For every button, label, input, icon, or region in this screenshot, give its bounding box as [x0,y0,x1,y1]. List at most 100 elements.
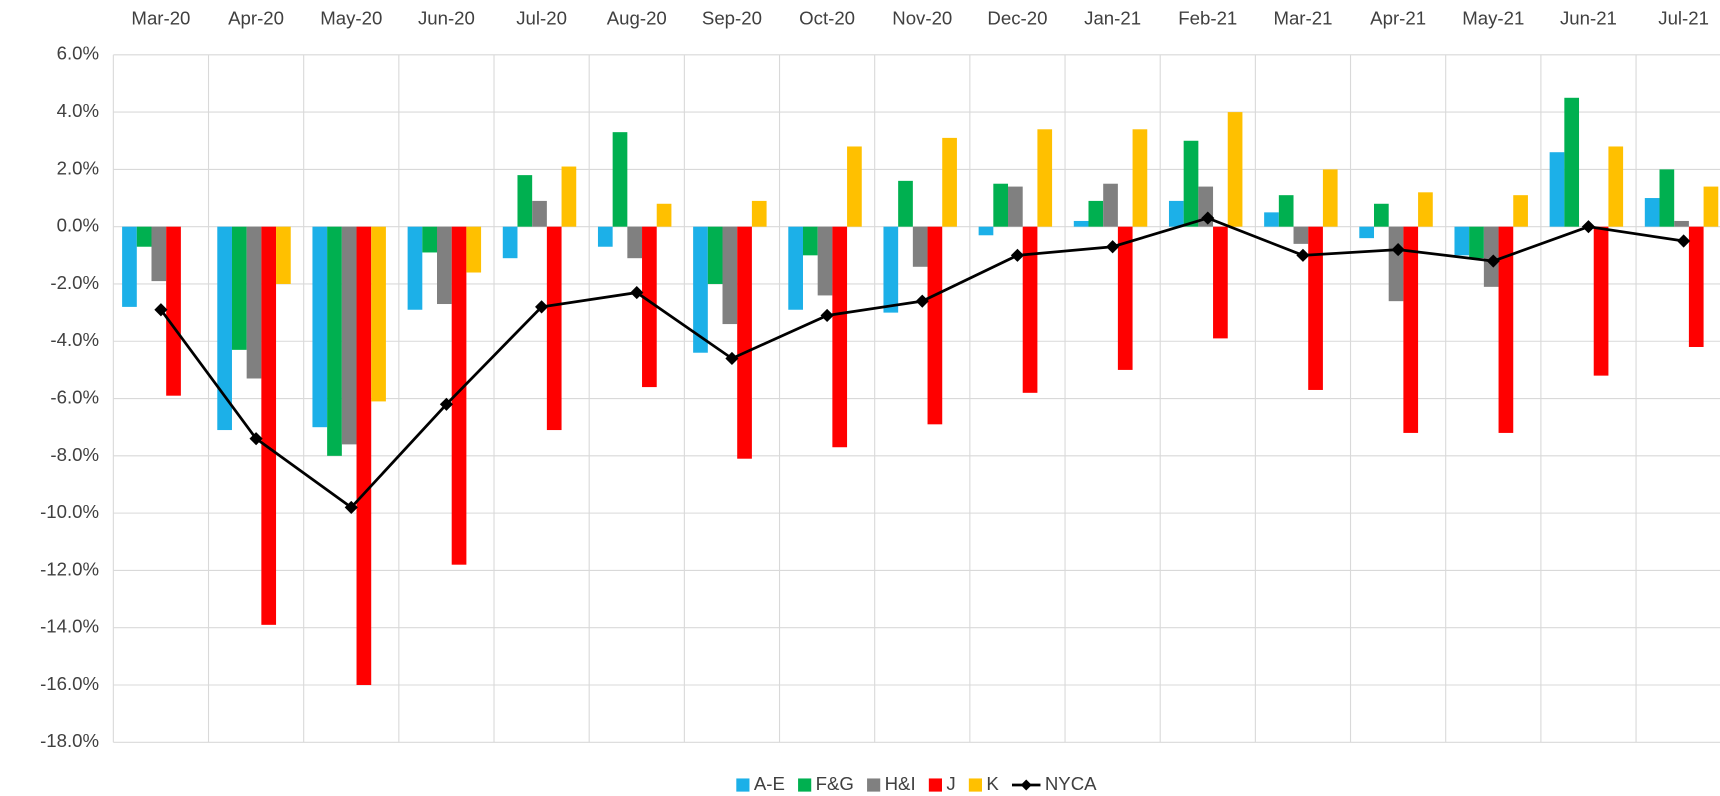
x-tick-label: Jul-20 [516,8,567,29]
bar [466,226,482,273]
bar [802,226,818,256]
bar [1278,195,1294,227]
y-tick-label: -14.0% [40,616,99,637]
bar [136,226,152,247]
bar [1513,195,1528,227]
x-tick-label: Jun-20 [418,8,475,29]
legend-label: F&G [816,773,854,794]
line-marker [630,285,644,300]
bar [451,226,467,565]
legend-label: NYCA [1045,773,1097,794]
y-tick-label: 4.0% [57,100,99,121]
legend-label: J [946,773,955,794]
x-tick-label: Oct-20 [799,8,855,29]
legend-marker [1020,779,1032,791]
x-tick-label: Sep-20 [702,8,762,29]
legend-swatch [736,778,750,792]
bar [942,137,957,227]
bar [1469,226,1484,259]
bar [356,226,372,685]
bar [1293,226,1309,244]
bar [1498,226,1514,433]
bar [371,226,386,402]
bar [1374,203,1389,227]
y-tick-label: -4.0% [50,329,99,350]
x-tick-label: Dec-20 [987,8,1047,29]
legend-label: A-E [754,773,785,794]
x-tick-label: Jun-21 [1560,8,1617,29]
line-marker [1486,254,1500,268]
y-tick-label: 2.0% [57,157,99,178]
bar [1674,220,1689,227]
bar [1264,212,1279,227]
bar [1037,129,1053,227]
bar [883,226,899,313]
bar [627,226,643,259]
bar [517,175,533,227]
x-tick-label: Feb-21 [1178,8,1237,29]
bar [1073,220,1089,227]
bar [1403,226,1419,433]
bar [788,226,803,310]
line-marker [1581,220,1596,234]
bar [751,200,767,227]
bar [341,226,357,445]
bar [642,226,657,388]
x-tick-label: Apr-20 [228,8,284,29]
x-tick-label: Apr-21 [1370,8,1426,29]
bar [1688,226,1704,347]
bar [1088,200,1104,227]
bar [832,226,848,448]
bar [1388,226,1404,302]
bar [327,226,342,456]
line-marker [1677,234,1691,248]
y-tick-label: -16.0% [40,673,99,694]
bar [1322,169,1338,227]
y-tick-label: 0.0% [57,215,99,236]
bar [1418,192,1433,227]
bar [1308,226,1323,390]
y-tick-label: -12.0% [40,558,99,579]
bar [978,226,994,236]
bar [898,180,913,227]
x-tick-label: May-21 [1462,8,1524,29]
y-tick-label: -6.0% [50,386,99,407]
bar [1183,140,1199,227]
bar [312,226,328,428]
legend-label: K [986,773,999,794]
bar [276,226,291,284]
bar [597,226,613,247]
y-tick-label: 6.0% [57,43,99,64]
bar [1168,200,1184,227]
bar [1103,183,1118,227]
bar [1659,169,1675,227]
bar [722,226,738,325]
legend-swatch [867,778,881,792]
bar [532,200,547,227]
line-marker [249,432,263,446]
bar [1549,152,1565,227]
x-tick-label: Jul-21 [1658,8,1709,29]
line-marker [915,294,929,308]
bar [122,226,137,307]
x-tick-label: Mar-20 [131,8,190,29]
bar [656,203,672,227]
bar [407,226,423,310]
line-marker [1296,248,1310,262]
bar [1564,97,1580,227]
bar [151,226,167,282]
line-marker [154,303,168,317]
bar [1022,226,1038,393]
bar [912,226,928,267]
bar [217,226,232,431]
bar [737,226,752,459]
bar [502,226,518,259]
x-tick-label: May-20 [320,8,382,29]
bar [231,226,247,350]
x-tick-label: Jan-21 [1084,8,1141,29]
y-tick-label: -8.0% [50,444,99,465]
line-marker [820,308,834,323]
bar [546,226,562,431]
line-marker [1010,248,1025,262]
bar [1008,186,1023,227]
